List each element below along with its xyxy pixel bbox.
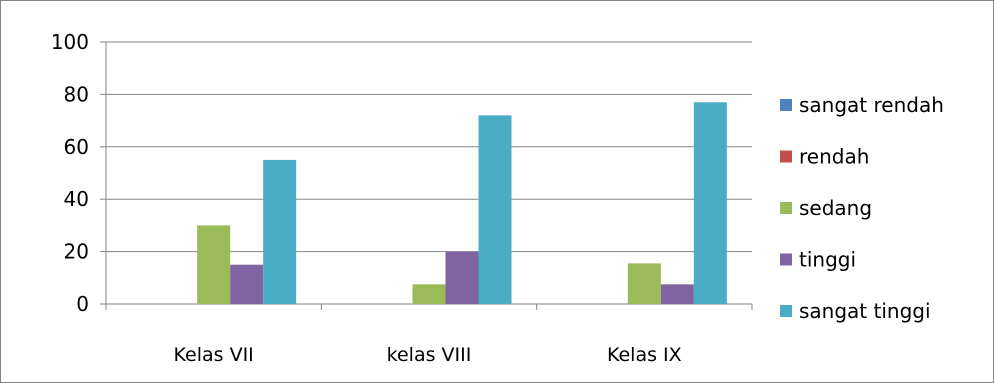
bar-sedang-kelas-vii [197, 225, 231, 304]
y-tick-label-100: 100 [51, 30, 89, 54]
y-tick-label-60: 60 [64, 135, 89, 159]
bars [197, 102, 727, 304]
legend-label-rendah: rendah [799, 145, 869, 169]
legend-swatch-sangat-rendah [780, 99, 792, 111]
bar-tinggi-kelas-vii [230, 264, 264, 304]
y-tick-label-40: 40 [64, 187, 89, 211]
gridlines [106, 41, 752, 253]
legend-swatch-rendah [780, 150, 792, 163]
bar-sangat-tinggi-kelas-vii [263, 159, 297, 304]
bar-sedang-kelas-viii [412, 284, 446, 304]
legend-swatch-sedang [780, 202, 792, 214]
legend-label-sangat-tinggi: sangat tinggi [799, 299, 931, 323]
x-category-label: Kelas VII [174, 344, 254, 366]
legend-swatch-tinggi [780, 253, 792, 266]
x-category-label: Kelas IX [607, 344, 682, 366]
y-tick-label-20: 20 [64, 240, 89, 264]
legend-label-tinggi: tinggi [799, 248, 856, 272]
y-tick-label-80: 80 [64, 82, 89, 106]
x-category-label: kelas VIII [387, 344, 472, 366]
y-tick-label-0: 0 [76, 292, 89, 316]
bar-sangat-tinggi-kelas-viii [478, 115, 512, 304]
bar-sangat-tinggi-kelas-ix [693, 102, 727, 304]
bar-tinggi-kelas-viii [445, 251, 479, 304]
bar-tinggi-kelas-ix [660, 284, 694, 304]
legend-label-sedang: sedang [799, 196, 872, 220]
bar-sedang-kelas-ix [627, 263, 661, 304]
legend-label-sangat-rendah: sangat rendah [799, 93, 944, 117]
legend: sangat rendah rendah sedang tinggi sangat ti… [780, 93, 944, 323]
axis-labels: 0 20 40 60 80 100 Kelas VII kelas VIII Kelas IX [51, 30, 682, 366]
legend-swatch-sangat-tinggi [780, 305, 792, 317]
